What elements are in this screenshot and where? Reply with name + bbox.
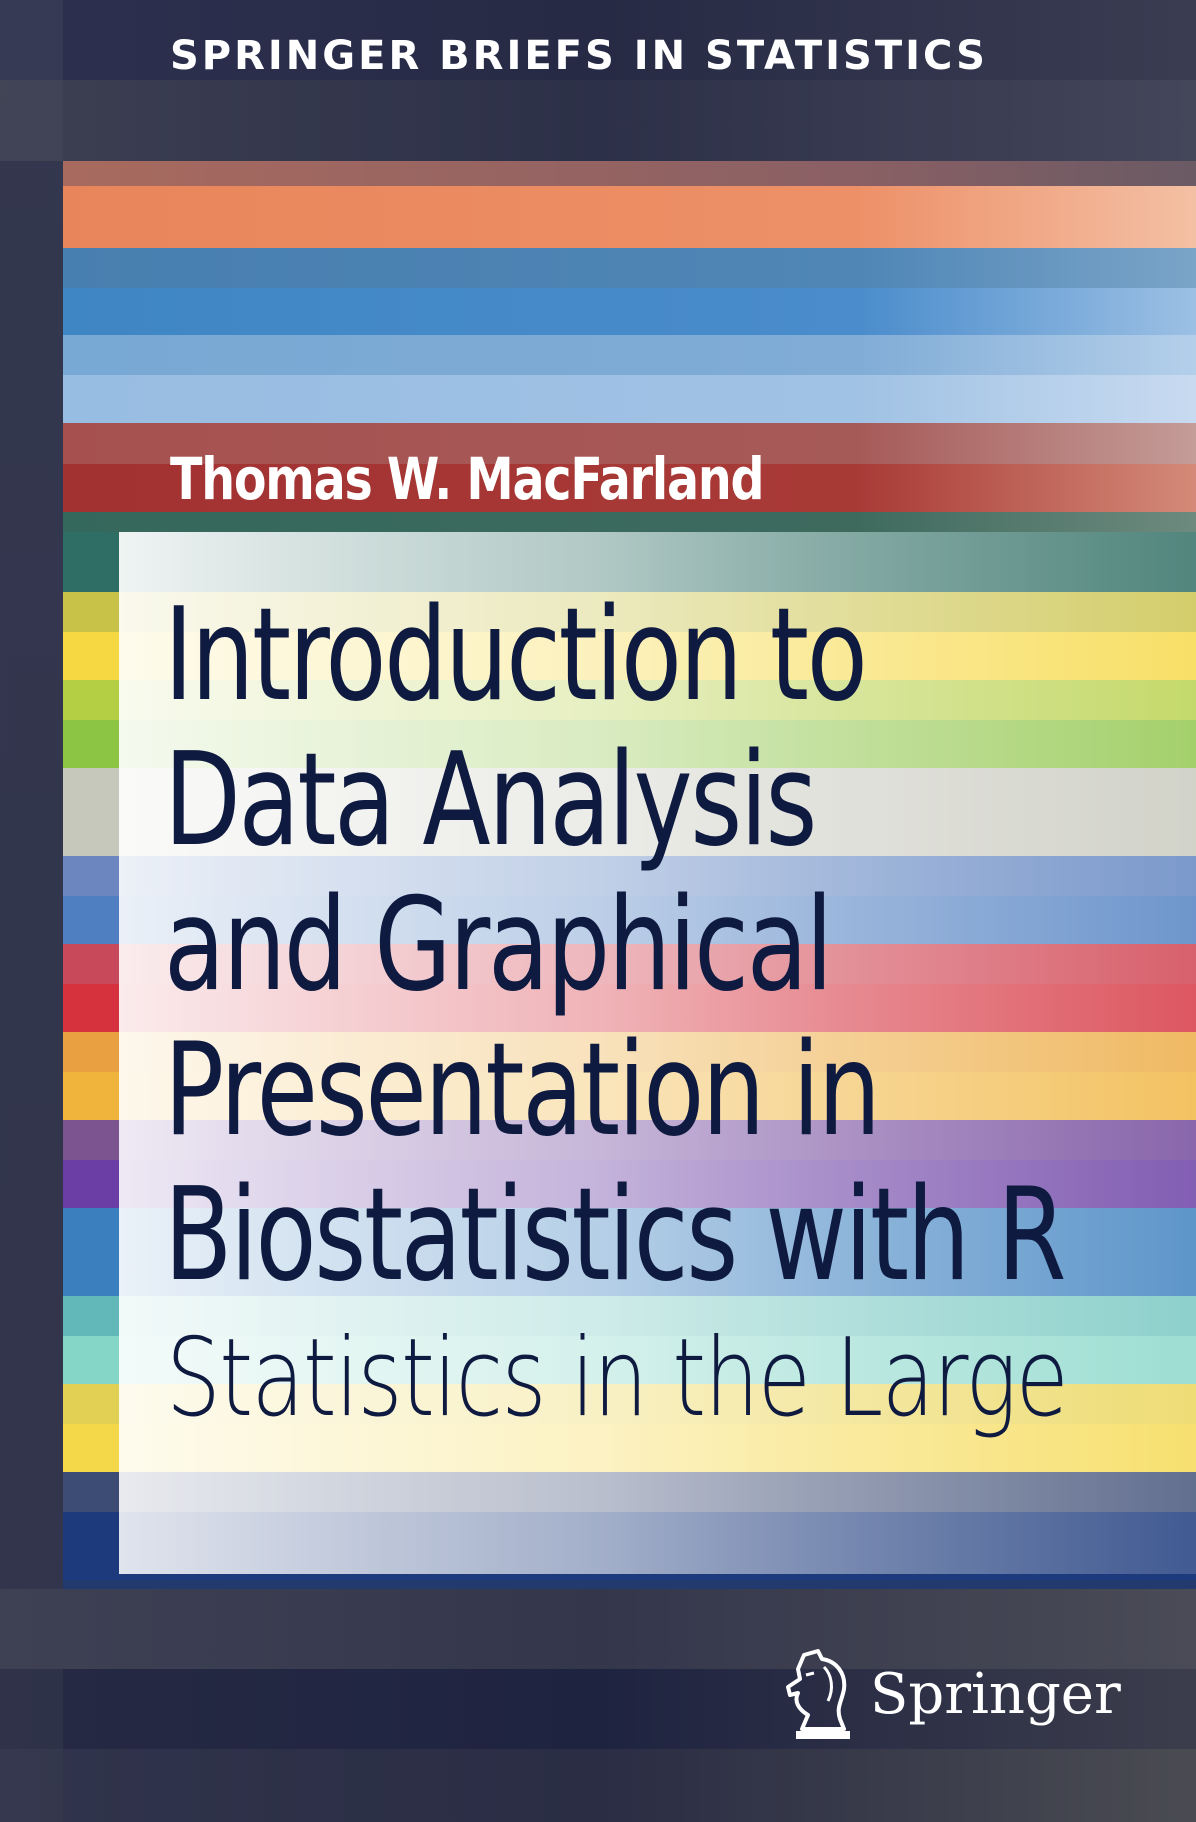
book-title: Introduction to Data Analysis and Graphi… [164, 581, 1067, 1310]
springer-horse-icon [786, 1649, 850, 1739]
panel-tint [119, 592, 1196, 632]
panel-tint [119, 1208, 1196, 1296]
title-line: Biostatistics with R [164, 1161, 1067, 1310]
panel-tint [119, 720, 1196, 768]
series-name: SPRINGER BRIEFS IN STATISTICS [170, 33, 988, 79]
panel-tint [119, 768, 1196, 856]
panel-tint [119, 1032, 1196, 1120]
panel-tint [119, 1384, 1196, 1472]
title-line: Data Analysis [164, 726, 817, 875]
stripe [63, 248, 1196, 288]
stripe [63, 288, 1196, 335]
panel-tint [119, 1296, 1196, 1384]
author-name: Thomas W. MacFarland [170, 445, 764, 513]
stripe [63, 1580, 1196, 1589]
title-line: and Graphical [164, 871, 833, 1020]
panel-tint [119, 1512, 1196, 1574]
background-band [0, 0, 1196, 80]
panel-tint [119, 856, 1196, 944]
stripe [63, 161, 1196, 186]
panel-tint [119, 632, 1196, 680]
panel-tint [119, 680, 1196, 720]
background-band [0, 1749, 1196, 1822]
stripe [63, 464, 1196, 512]
background-band [0, 1589, 1196, 1669]
book-subtitle: Statistics in the Large [166, 1316, 1069, 1441]
panel-tint [119, 1472, 1196, 1512]
title-line: Presentation in [164, 1016, 881, 1165]
stripe [63, 512, 1196, 532]
title-panel [119, 532, 1196, 1574]
stripe [63, 375, 1196, 423]
panel-tint [119, 1120, 1196, 1208]
title-line: Introduction to [164, 581, 868, 730]
publisher-name: Springer [870, 1662, 1121, 1727]
background-left-shade [0, 0, 63, 1822]
background-band [0, 1669, 1196, 1749]
publisher-logo: Springer [784, 1645, 1124, 1745]
stripe [63, 335, 1196, 375]
panel-tint [119, 944, 1196, 1032]
stripe [63, 423, 1196, 464]
background-band [0, 80, 1196, 161]
panel-tint [119, 532, 1196, 592]
stripe [63, 186, 1196, 248]
